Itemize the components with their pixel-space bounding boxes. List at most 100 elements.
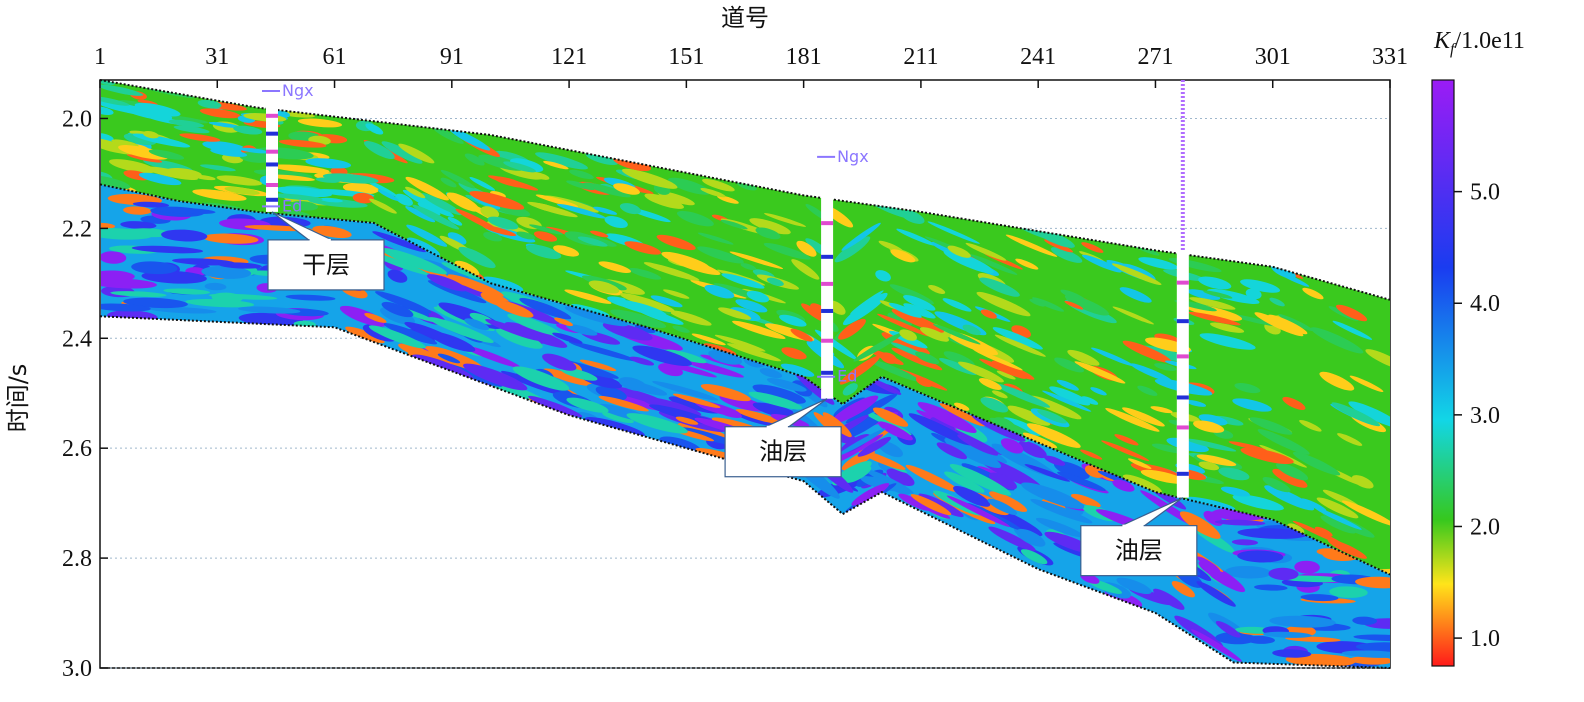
texture-blob: [1332, 320, 1373, 340]
texture-blob: [732, 320, 786, 339]
texture-blob: [238, 306, 301, 314]
texture-blob: [405, 176, 449, 201]
texture-blob: [1054, 357, 1084, 373]
texture-blob: [1335, 304, 1368, 322]
texture-blob: [942, 298, 972, 312]
texture-blob: [1320, 515, 1356, 534]
well-top-label: Ngx: [282, 81, 314, 100]
texture-blob: [365, 123, 384, 135]
texture-blob: [619, 379, 668, 396]
texture-blob: [485, 319, 541, 341]
x-tick-label: 331: [1372, 44, 1408, 70]
texture-blob: [543, 368, 593, 386]
texture-blob: [853, 332, 904, 362]
texture-blob: [1237, 550, 1284, 563]
texture-blob: [1263, 631, 1313, 638]
texture-blob: [201, 265, 252, 279]
texture-blob: [1220, 486, 1250, 497]
texture-blob: [566, 180, 595, 191]
texture-blob: [1114, 434, 1139, 446]
texture-blob: [101, 303, 151, 312]
texture-blob: [461, 344, 521, 368]
texture-blob: [1272, 468, 1308, 488]
texture-blob: [896, 228, 936, 246]
texture-blob: [954, 402, 970, 411]
texture-blob: [595, 386, 627, 401]
texture-blob: [613, 183, 640, 195]
texture-blob: [915, 376, 933, 387]
texture-blob: [842, 292, 888, 326]
x-axis-title: 道号: [721, 4, 769, 32]
texture-blob: [1278, 313, 1314, 332]
well-logs: Ngx Ed Ngx Ed: [262, 80, 1189, 498]
texture-blob: [720, 219, 748, 230]
well-log-band: [266, 113, 278, 118]
texture-blob: [886, 468, 915, 487]
texture-blob: [972, 349, 1023, 371]
texture-blob: [504, 322, 568, 348]
texture-blob: [634, 324, 656, 334]
texture-blob: [875, 270, 891, 282]
texture-blob: [542, 353, 577, 371]
x-tick-label: 121: [551, 44, 587, 70]
texture-blob: [535, 194, 579, 208]
texture-blob: [101, 84, 144, 96]
texture-blob: [568, 341, 638, 362]
texture-blob: [1016, 528, 1046, 547]
texture-blob: [437, 353, 461, 364]
texture-blob: [1341, 650, 1390, 658]
texture-blob: [1074, 361, 1126, 384]
texture-blob: [404, 321, 454, 343]
texture-blob: [126, 153, 163, 163]
texture-blob: [1064, 294, 1109, 316]
well-column: [821, 195, 834, 399]
texture-blob: [697, 232, 734, 245]
texture-blob: [656, 234, 696, 251]
texture-blob: [780, 363, 815, 377]
texture-blob: [123, 206, 152, 215]
texture-blob: [721, 273, 765, 289]
texture-blob: [1234, 383, 1261, 394]
texture-blob: [1122, 474, 1162, 494]
texture-blob: [488, 175, 539, 191]
texture-blob: [1189, 297, 1236, 310]
texture-blob: [910, 494, 952, 516]
texture-blob: [552, 332, 583, 344]
texture-blob: [700, 384, 751, 402]
texture-blob: [469, 177, 496, 191]
well-top-label: Ngx: [837, 147, 869, 166]
texture-blob: [1275, 462, 1309, 481]
texture-blob: [1299, 419, 1322, 432]
texture-blob: [965, 242, 1007, 261]
texture-blob: [458, 246, 496, 269]
texture-blob: [1262, 476, 1291, 493]
texture-blob: [626, 413, 688, 434]
texture-blob: [446, 192, 480, 212]
texture-blob: [447, 232, 467, 245]
texture-blob: [579, 359, 617, 372]
texture-blob: [412, 204, 460, 230]
y-tick-label: 2.6: [62, 436, 92, 462]
colorbar-tick-label: 4.0: [1470, 291, 1500, 317]
texture-blob: [992, 327, 1043, 350]
texture-blob: [604, 216, 628, 229]
texture-blob: [708, 350, 743, 365]
texture-blob: [993, 417, 1016, 431]
texture-blob: [872, 407, 909, 427]
well-log-band: [1176, 395, 1189, 400]
texture-blob: [978, 378, 1002, 390]
texture-blob: [428, 317, 494, 343]
texture-blob: [1196, 454, 1237, 467]
texture-blob: [496, 327, 543, 349]
well-log-band: [821, 254, 834, 259]
texture-blob: [659, 436, 701, 453]
texture-blob: [737, 181, 757, 191]
texture-blob: [796, 240, 817, 257]
texture-blob: [917, 402, 977, 433]
texture-blob: [118, 145, 169, 160]
x-tick-label: 301: [1255, 44, 1291, 70]
texture-blob: [101, 270, 135, 281]
texture-blob: [494, 300, 534, 318]
texture-blob: [543, 160, 569, 170]
texture-blob: [405, 206, 436, 223]
